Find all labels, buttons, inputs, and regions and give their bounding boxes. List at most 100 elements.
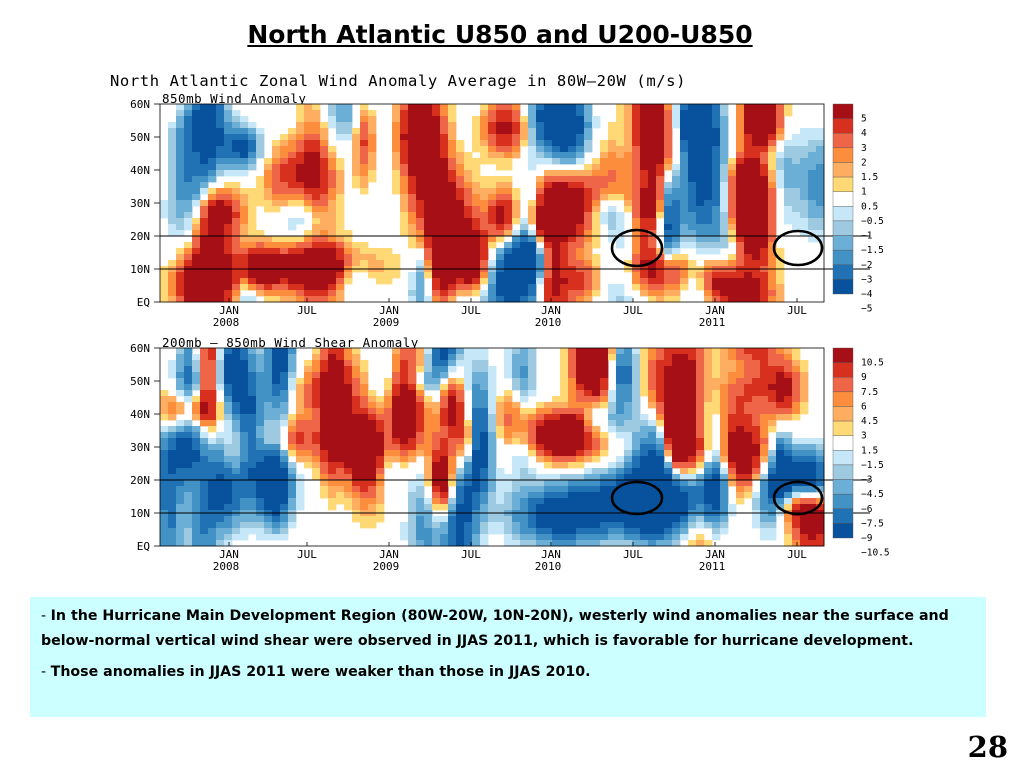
heatmap-cell — [568, 170, 577, 177]
heatmap-cell — [472, 408, 481, 415]
heatmap-cell — [584, 278, 593, 285]
heatmap-cell — [480, 236, 489, 243]
heatmap-cell — [536, 444, 545, 451]
heatmap-cell — [720, 218, 729, 225]
heatmap-cell — [784, 206, 793, 213]
heatmap-cell — [600, 164, 609, 171]
heatmap-cell — [624, 468, 633, 475]
heatmap-cell — [472, 230, 481, 237]
heatmap-cell — [336, 200, 345, 207]
heatmap-cell — [760, 456, 769, 463]
heatmap-cell — [496, 486, 505, 493]
heatmap-cell — [312, 170, 321, 177]
heatmap-cell — [720, 212, 729, 219]
heatmap-cell — [696, 134, 705, 141]
heatmap-cell — [232, 378, 241, 385]
heatmap-cell — [496, 272, 505, 279]
heatmap-cell — [720, 390, 729, 397]
heatmap-cell — [736, 420, 745, 427]
heatmap-cell — [688, 414, 697, 421]
heatmap-cell — [696, 278, 705, 285]
heatmap-cell — [608, 224, 617, 231]
heatmap-cell — [760, 254, 769, 261]
heatmap-cell — [696, 152, 705, 159]
heatmap-cell — [696, 480, 705, 487]
heatmap-cell — [608, 540, 617, 547]
heatmap-cell — [632, 206, 641, 213]
heatmap-cell — [160, 212, 169, 219]
heatmap-cell — [480, 146, 489, 153]
heatmap-cell — [448, 284, 457, 291]
heatmap-cell — [720, 152, 729, 159]
heatmap-cell — [160, 206, 169, 213]
heatmap-cell — [752, 254, 761, 261]
heatmap-cell — [760, 152, 769, 159]
heatmap-cell — [240, 218, 249, 225]
heatmap-cell — [328, 194, 337, 201]
heatmap-cell — [368, 396, 377, 403]
heatmap-cell — [640, 432, 649, 439]
heatmap-cell — [328, 176, 337, 183]
heatmap-cell — [616, 402, 625, 409]
heatmap-cell — [640, 260, 649, 267]
heatmap-cell — [368, 170, 377, 177]
heatmap-cell — [296, 128, 305, 135]
heatmap-cell — [392, 378, 401, 385]
heatmap-cell — [272, 188, 281, 195]
heatmap-cell — [232, 498, 241, 505]
heatmap-cell — [552, 170, 561, 177]
heatmap-cell — [768, 104, 777, 111]
heatmap-cell — [168, 444, 177, 451]
heatmap-cell — [376, 486, 385, 493]
heatmap-cell — [496, 194, 505, 201]
heatmap-cell — [784, 152, 793, 159]
heatmap-cell — [216, 128, 225, 135]
heatmap-cell — [320, 122, 329, 129]
heatmap-cell — [608, 170, 617, 177]
heatmap-cell — [208, 212, 217, 219]
heatmap-cell — [704, 272, 713, 279]
heatmap-cell — [512, 236, 521, 243]
heatmap-cell — [672, 116, 681, 123]
heatmap-cell — [176, 260, 185, 267]
heatmap-cell — [680, 450, 689, 457]
lat-tick-label: 60N — [130, 98, 150, 111]
time-tick-label: JAN — [705, 548, 725, 561]
heatmap-cell — [424, 360, 433, 367]
heatmap-cell — [536, 248, 545, 255]
heatmap-cell — [768, 414, 777, 421]
heatmap-cell — [344, 402, 353, 409]
heatmap-cell — [656, 134, 665, 141]
heatmap-cell — [184, 432, 193, 439]
heatmap-cell — [488, 224, 497, 231]
heatmap-cell — [472, 384, 481, 391]
heatmap-cell — [448, 188, 457, 195]
heatmap-cell — [744, 170, 753, 177]
heatmap-cell — [424, 450, 433, 457]
heatmap-cell — [752, 456, 761, 463]
heatmap-cell — [584, 516, 593, 523]
heatmap-cell — [240, 122, 249, 129]
heatmap-cell — [544, 474, 553, 481]
heatmap-cell — [184, 528, 193, 535]
heatmap-cell — [544, 176, 553, 183]
heatmap-cell — [680, 230, 689, 237]
heatmap-cell — [456, 254, 465, 261]
heatmap-cell — [648, 116, 657, 123]
heatmap-cell — [792, 534, 801, 541]
time-tick-label: JAN — [541, 548, 561, 561]
heatmap-cell — [640, 492, 649, 499]
heatmap-cell — [192, 254, 201, 261]
heatmap-cell — [656, 540, 665, 547]
heatmap-cell — [216, 444, 225, 451]
heatmap-cell — [656, 296, 665, 303]
heatmap-cell — [488, 260, 497, 267]
heatmap-cell — [256, 420, 265, 427]
heatmap-cell — [472, 194, 481, 201]
heatmap-cell — [576, 384, 585, 391]
heatmap-cell — [264, 188, 273, 195]
heatmap-cell — [560, 272, 569, 279]
heatmap-cell — [256, 272, 265, 279]
heatmap-cell — [312, 212, 321, 219]
note-2: - Those anomalies in JJAS 2011 were weak… — [41, 660, 976, 685]
